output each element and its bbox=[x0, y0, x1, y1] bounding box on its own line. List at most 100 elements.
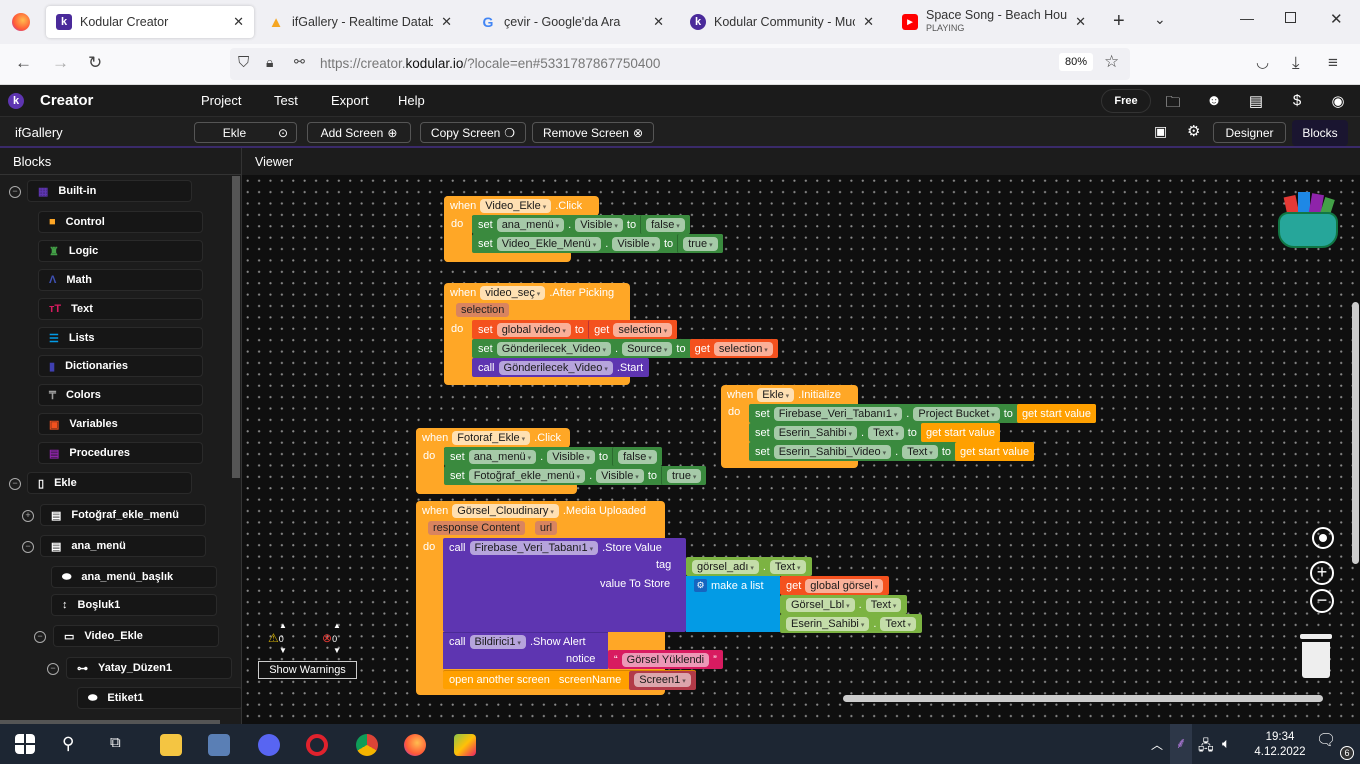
address-bar[interactable]: ⛉ 🔒︎ ⚯ https://creator.kodular.io/?local… bbox=[230, 48, 1130, 80]
tab-kodular-community[interactable]: k Kodular Community - Much ✕ bbox=[680, 6, 884, 38]
component-dropdown[interactable]: Bildirici1 bbox=[469, 634, 526, 649]
component-dropdown[interactable]: ana_menü bbox=[496, 217, 565, 232]
chrome-icon[interactable] bbox=[356, 734, 378, 756]
setter-block[interactable]: set ana_menü . Visible to false bbox=[472, 215, 690, 234]
variable-dropdown[interactable]: global video bbox=[496, 322, 571, 337]
tray-overflow-icon[interactable]: ︿ bbox=[1151, 738, 1164, 752]
getter-block[interactable]: Eserin_Sahibi . Text bbox=[780, 614, 923, 633]
task-view-icon[interactable]: ⧉ bbox=[110, 734, 121, 751]
windows-start-icon[interactable] bbox=[15, 734, 35, 754]
bookmark-star-icon[interactable]: ☆ bbox=[1104, 52, 1120, 71]
hamburger-menu-icon[interactable]: ≡ bbox=[1328, 53, 1338, 72]
bluestacks-icon[interactable] bbox=[454, 734, 476, 756]
shield-icon[interactable]: ⛉ bbox=[238, 54, 250, 71]
download-icon[interactable]: ⤓ bbox=[1292, 53, 1300, 72]
component-dropdown[interactable]: video_seç bbox=[480, 285, 546, 300]
warnings-indicator[interactable]: ▲ ⚠0 ▼ bbox=[268, 621, 287, 655]
pocket-icon[interactable]: ◡ bbox=[1256, 54, 1270, 71]
zoom-out-icon[interactable]: − bbox=[1310, 589, 1334, 613]
community-icon[interactable]: ☻ bbox=[1206, 92, 1222, 109]
collapse-icon[interactable]: − bbox=[9, 186, 21, 198]
boolean-dropdown[interactable]: false bbox=[646, 217, 685, 232]
vertical-scrollbar[interactable] bbox=[1352, 302, 1359, 564]
setter-block[interactable]: set Eserin_Sahibi_Video . Text to get st… bbox=[749, 442, 1035, 461]
boolean-dropdown[interactable]: true bbox=[667, 468, 702, 483]
component-dropdown[interactable]: Eserin_Sahibi_Video bbox=[773, 444, 892, 459]
file-explorer-icon[interactable] bbox=[160, 734, 182, 756]
component-bosluk1[interactable]: ↕ Boşluk1 bbox=[51, 594, 217, 616]
minimize-icon[interactable]: — bbox=[1240, 10, 1254, 26]
property-dropdown[interactable]: Source bbox=[622, 341, 673, 356]
setter-block[interactable]: set Gönderilecek_Video . Source to getse… bbox=[472, 339, 778, 358]
plan-badge[interactable]: Free bbox=[1101, 89, 1151, 113]
expand-icon[interactable]: + bbox=[22, 510, 34, 522]
close-tab-icon[interactable]: ✕ bbox=[653, 14, 664, 29]
setter-block[interactable]: set ana_menü . Visible to false bbox=[444, 447, 662, 466]
boolean-block[interactable]: false bbox=[640, 215, 690, 234]
component-dropdown[interactable]: Firebase_Veri_Tabanı1 bbox=[469, 540, 599, 555]
zoom-level-button[interactable]: 80% bbox=[1059, 53, 1094, 71]
boolean-dropdown[interactable]: true bbox=[683, 236, 718, 251]
variable-dropdown[interactable]: selection bbox=[613, 322, 673, 337]
discord-icon[interactable] bbox=[258, 734, 280, 756]
get-variable-block[interactable]: get selection bbox=[588, 320, 678, 339]
property-dropdown[interactable]: Text bbox=[868, 425, 904, 440]
component-dropdown[interactable]: Video_Ekle_Menü bbox=[496, 236, 602, 251]
property-dropdown[interactable]: Text bbox=[769, 559, 806, 574]
close-tab-icon[interactable]: ✕ bbox=[1075, 14, 1086, 29]
property-dropdown[interactable]: Visible bbox=[547, 449, 595, 464]
boolean-block[interactable]: true bbox=[661, 466, 707, 485]
tab-kodular-creator[interactable]: k Kodular Creator ✕ bbox=[46, 6, 254, 38]
kodular-logo[interactable]: k bbox=[8, 93, 24, 109]
setter-block[interactable]: set Eserin_Sahibi . Text to get start va… bbox=[749, 423, 1001, 442]
property-dropdown[interactable]: Text bbox=[902, 444, 938, 459]
network-app-icon[interactable] bbox=[208, 734, 230, 756]
collapse-icon[interactable]: − bbox=[47, 663, 59, 675]
zoom-in-icon[interactable]: + bbox=[1310, 561, 1334, 585]
boolean-dropdown[interactable]: false bbox=[618, 449, 657, 464]
errors-indicator[interactable]: ▲ ⊗0 ▼ bbox=[322, 621, 341, 655]
close-window-icon[interactable]: ✕ bbox=[1330, 11, 1343, 28]
event-parameter[interactable]: url bbox=[534, 521, 558, 535]
setter-block[interactable]: set Fotoğraf_ekle_menü . Visible to true bbox=[444, 466, 707, 485]
screen-name-block[interactable]: Screen1 bbox=[629, 670, 696, 690]
search-icon[interactable]: ⚲ bbox=[62, 734, 75, 753]
component-dropdown[interactable]: Ekle bbox=[757, 387, 795, 402]
text-value[interactable]: Görsel Yüklendi bbox=[621, 652, 710, 667]
trash-icon[interactable] bbox=[1300, 634, 1332, 678]
blocks-button[interactable]: Blocks bbox=[1292, 120, 1348, 146]
lock-icon[interactable]: 🔒︎ bbox=[266, 54, 274, 70]
get-variable-block[interactable]: get selection bbox=[689, 339, 778, 358]
setter-block[interactable]: set Firebase_Veri_Tabanı1 . Project Buck… bbox=[749, 404, 1097, 423]
sidebar-item-lists[interactable]: ☰ Lists bbox=[38, 327, 203, 349]
open-another-screen-block[interactable]: open another screen screenName Screen1 bbox=[443, 670, 696, 690]
get-variable-block[interactable]: get global görsel bbox=[780, 576, 890, 595]
dollar-icon[interactable]: $ bbox=[1292, 92, 1302, 109]
sidebar-horizontal-scrollbar[interactable] bbox=[0, 720, 220, 724]
menu-help[interactable]: Help bbox=[398, 93, 425, 108]
component-dropdown[interactable]: Fotoraf_Ekle bbox=[452, 430, 531, 445]
close-tab-icon[interactable]: ✕ bbox=[233, 14, 244, 29]
variable-dropdown[interactable]: global görsel bbox=[805, 578, 884, 593]
backpack-icon[interactable] bbox=[1278, 192, 1338, 248]
remove-screen-button[interactable]: Remove Screen ⊗ bbox=[532, 122, 654, 143]
getter-block[interactable]: görsel_adı . Text bbox=[686, 557, 812, 576]
variable-dropdown[interactable]: selection bbox=[713, 341, 773, 356]
screen-select[interactable]: Ekle ⊙ bbox=[194, 122, 297, 143]
component-dropdown[interactable]: Gönderilecek_Video bbox=[496, 341, 612, 356]
getter-block[interactable]: Görsel_Lbl . Text bbox=[780, 595, 908, 614]
sidebar-item-logic[interactable]: ♜ Logic bbox=[38, 240, 203, 262]
component-video-ekle[interactable]: ▭ Video_Ekle bbox=[53, 625, 219, 647]
property-dropdown[interactable]: Text bbox=[865, 597, 902, 612]
sidebar-item-builtin[interactable]: ▦ Built-in bbox=[27, 180, 192, 202]
reload-icon[interactable]: ↻ bbox=[88, 53, 103, 72]
property-dropdown[interactable]: Text bbox=[880, 616, 917, 631]
property-dropdown[interactable]: Visible bbox=[612, 236, 660, 251]
forward-icon[interactable]: → bbox=[52, 53, 69, 72]
horizontal-scrollbar[interactable] bbox=[843, 695, 1323, 702]
sidebar-item-colors[interactable]: ₸ Colors bbox=[38, 384, 203, 406]
sidebar-item-procedures[interactable]: ▤ Procedures bbox=[38, 442, 203, 464]
back-icon[interactable]: ← bbox=[15, 53, 32, 72]
component-etiket1[interactable]: ⬬ Etiket1 bbox=[77, 687, 241, 709]
